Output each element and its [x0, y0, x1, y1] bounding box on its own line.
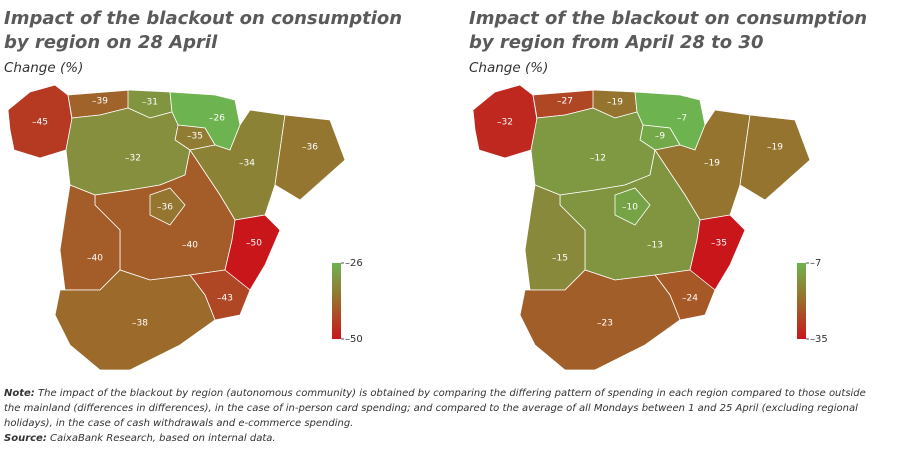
region-label: –9	[655, 132, 666, 142]
map-subtitle: Change (%)	[4, 60, 83, 76]
colorbar-label: –35	[810, 334, 828, 345]
region-label: –35	[711, 239, 727, 249]
map-subtitle: Change (%)	[469, 60, 548, 76]
region-label: –43	[217, 294, 233, 304]
region-label: –24	[682, 294, 698, 304]
map-title: by region from April 28 to 30	[469, 32, 763, 53]
map: Impact of the blackout on consumption by …	[4, 8, 402, 371]
region-label: –19	[704, 159, 720, 169]
region	[54, 269, 216, 371]
region	[614, 187, 651, 226]
notes: Note: The impact of the blackout by regi…	[4, 386, 884, 446]
map-title: Impact of the blackout on consumption	[4, 8, 402, 29]
region	[274, 114, 346, 201]
region-label: –35	[187, 132, 203, 142]
region-label: –27	[557, 97, 573, 107]
region-label: –10	[622, 203, 638, 213]
colorbar-label: –26	[345, 258, 363, 269]
region-label: –12	[590, 154, 606, 164]
region-label: –19	[767, 143, 783, 153]
region-label: –34	[239, 159, 255, 169]
region-label: –32	[497, 118, 513, 128]
note: Note: The impact of the blackout by regi…	[4, 386, 884, 431]
region-label: –40	[87, 254, 103, 264]
region-label: –31	[142, 98, 158, 108]
region-label: –13	[647, 241, 663, 251]
region-label: –7	[677, 114, 687, 124]
region	[149, 187, 186, 226]
region-label: –38	[132, 319, 148, 329]
colorbar-label: –50	[345, 334, 363, 345]
source-label: Source:	[4, 433, 47, 444]
source-text: CaixaBank Research, based on internal da…	[50, 433, 276, 444]
region-label: –40	[182, 241, 198, 251]
region	[519, 269, 681, 371]
note-label: Note:	[4, 388, 35, 399]
region-label: –36	[302, 143, 318, 153]
colorbar	[797, 263, 806, 339]
region-label: –32	[125, 154, 141, 164]
region-label: –23	[597, 319, 613, 329]
map: Impact of the blackout on consumption by …	[469, 8, 867, 371]
colorbar	[332, 263, 341, 339]
region-label: –26	[209, 114, 225, 124]
maps: Impact of the blackout on consumption by …	[4, 8, 867, 371]
region-label: –19	[607, 98, 623, 108]
note-text: The impact of the blackout by region (au…	[4, 388, 866, 429]
region-label: –45	[32, 118, 48, 128]
region-label: –36	[157, 203, 173, 213]
map-title: by region on 28 April	[4, 32, 218, 53]
region-label: –50	[246, 239, 262, 249]
source: Source: CaixaBank Research, based on int…	[4, 431, 884, 446]
region	[739, 114, 811, 201]
region-label: –39	[92, 97, 108, 107]
colorbar-label: –7	[810, 258, 821, 269]
region-label: –15	[552, 254, 568, 264]
map-title: Impact of the blackout on consumption	[469, 8, 867, 29]
